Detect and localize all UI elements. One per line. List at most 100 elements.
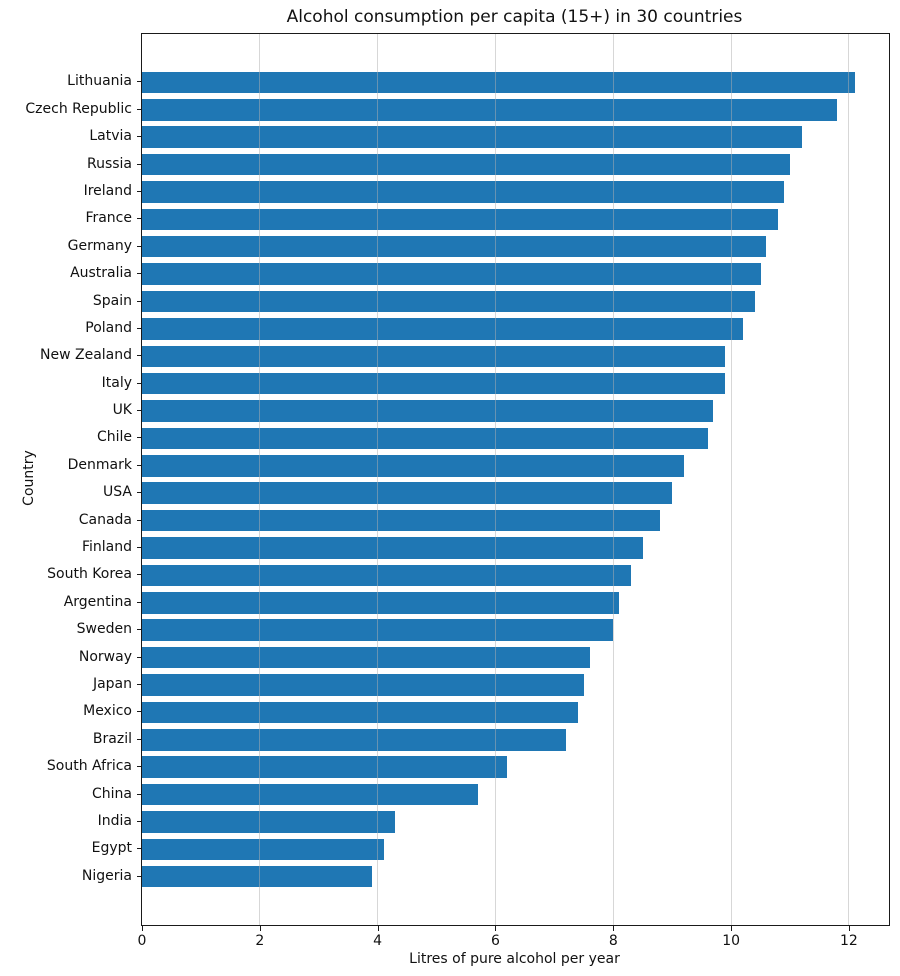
y-tick-mark [137, 190, 142, 192]
y-tick-mark [137, 711, 142, 713]
y-tick-mark [137, 601, 142, 603]
x-tick-mark [495, 926, 497, 931]
gridline [612, 34, 614, 925]
gridline [259, 34, 261, 925]
bar-france [142, 208, 779, 231]
x-axis-label: Litres of pure alcohol per year [409, 951, 620, 967]
bar-australia [142, 263, 761, 285]
y-tick-mark [137, 738, 142, 740]
bar-usa [142, 482, 673, 504]
y-tick-label: Chile [96, 429, 132, 446]
bar-latvia [142, 126, 802, 148]
bar-poland [142, 318, 743, 340]
plot-area [141, 33, 890, 926]
bar-denmark [142, 455, 684, 477]
y-tick-mark [137, 163, 142, 165]
y-tick-label: Australia [70, 265, 132, 282]
y-tick-label: France [85, 210, 132, 227]
bar-czech-republic [142, 99, 838, 121]
gridline [730, 34, 732, 925]
x-tick-label: 4 [373, 933, 383, 949]
y-tick-label: South Korea [47, 566, 132, 583]
y-tick-label: Sweden [76, 621, 132, 638]
x-tick-mark [259, 926, 261, 931]
y-tick-label: Latvia [89, 128, 132, 145]
bar-china [142, 783, 478, 806]
bar-norway [142, 646, 590, 669]
x-tick-mark [377, 926, 379, 931]
gridline [848, 34, 850, 925]
y-tick-mark [137, 355, 142, 357]
y-tick-label: South Africa [46, 758, 132, 775]
bar-india [142, 811, 396, 833]
y-tick-label: Finland [81, 539, 132, 556]
y-tick-label: Egypt [91, 840, 132, 857]
y-tick-label: Nigeria [81, 867, 132, 884]
y-tick-mark [137, 547, 142, 549]
y-tick-mark [137, 629, 142, 631]
bar-brazil [142, 729, 567, 751]
gridline [494, 34, 496, 925]
x-tick-label: 2 [255, 933, 265, 949]
y-tick-label: USA [103, 484, 132, 501]
y-tick-label: Russia [86, 155, 132, 172]
chart-title: Alcohol consumption per capita (15+) in … [286, 7, 743, 27]
y-tick-label: Argentina [63, 593, 132, 610]
y-tick-mark [137, 492, 142, 494]
y-tick-mark [137, 273, 142, 275]
y-tick-label: Brazil [92, 730, 132, 747]
x-tick-label: 8 [608, 933, 618, 949]
y-tick-label: Czech Republic [25, 100, 132, 117]
x-tick-mark [142, 926, 143, 931]
y-tick-label: Denmark [67, 456, 132, 473]
bar-italy [142, 372, 726, 395]
y-tick-mark [137, 327, 142, 329]
y-tick-label: Spain [92, 292, 132, 309]
x-tick-mark [848, 926, 850, 931]
y-tick-label: Germany [67, 237, 132, 254]
y-tick-label: China [92, 785, 132, 802]
y-tick-mark [137, 820, 142, 822]
y-tick-mark [137, 766, 142, 768]
x-tick-mark [613, 926, 615, 931]
bar-egypt [142, 838, 384, 861]
bar-nigeria [142, 865, 372, 888]
bar-ireland [142, 181, 785, 203]
bar-south-africa [142, 756, 508, 778]
y-tick-mark [137, 519, 142, 521]
bar-new-zealand [142, 345, 726, 368]
bar-spain [142, 290, 755, 313]
y-tick-mark [137, 793, 142, 795]
bar-canada [142, 509, 661, 532]
y-tick-mark [137, 437, 142, 439]
y-tick-label: Mexico [83, 703, 132, 720]
y-tick-mark [137, 464, 142, 466]
y-tick-label: Ireland [83, 182, 132, 199]
y-tick-mark [137, 875, 142, 877]
x-tick-mark [731, 926, 733, 931]
bar-finland [142, 537, 643, 559]
bar-chile [142, 427, 708, 450]
y-tick-label: Lithuania [67, 73, 132, 90]
x-tick-label: 6 [491, 933, 500, 949]
y-tick-label: New Zealand [40, 347, 132, 364]
y-tick-label: Norway [78, 648, 132, 665]
bar-lithuania [142, 71, 855, 94]
y-tick-label: India [97, 812, 132, 829]
y-tick-mark [137, 218, 142, 220]
y-tick-mark [137, 683, 142, 685]
x-tick-label: 0 [137, 933, 147, 949]
bar-germany [142, 235, 767, 258]
y-tick-label: Canada [78, 511, 132, 528]
x-tick-label: 10 [722, 933, 741, 949]
y-tick-mark [137, 656, 142, 658]
bar-japan [142, 674, 584, 696]
y-tick-mark [137, 300, 142, 302]
bar-argentina [142, 592, 620, 614]
y-tick-mark [137, 136, 142, 138]
gridline [377, 34, 379, 925]
y-tick-label: Poland [85, 319, 132, 336]
y-tick-label: UK [112, 402, 132, 419]
y-tick-mark [137, 410, 142, 412]
